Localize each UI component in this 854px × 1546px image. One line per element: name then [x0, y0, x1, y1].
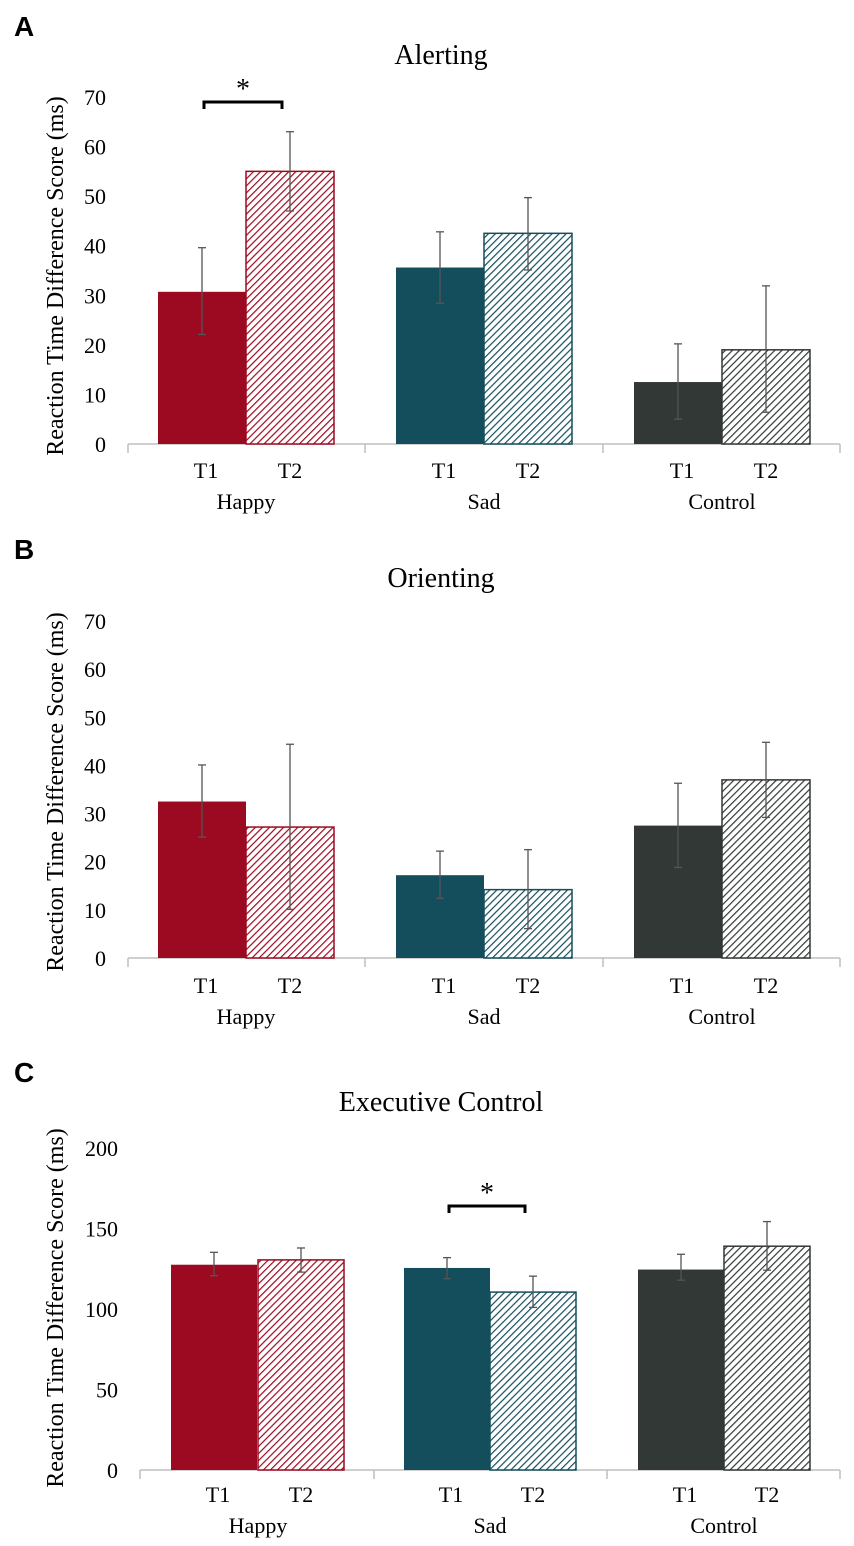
error-bar [286, 131, 294, 212]
error-bar [674, 782, 682, 869]
error-bar [436, 231, 444, 304]
error-bar [198, 764, 206, 838]
chart-title: Orienting [387, 563, 494, 594]
y-tick-label: 60 [84, 135, 106, 160]
group-label: Sad [468, 489, 501, 514]
significance-star: * [480, 1178, 494, 1209]
error-bar [524, 196, 532, 271]
x-tick-label: T1 [439, 1482, 463, 1507]
panel-letter: B [14, 534, 34, 565]
group-label: Sad [468, 1004, 501, 1029]
error-bar [524, 849, 532, 930]
x-tick-label: T1 [432, 973, 456, 998]
error-bar [210, 1251, 218, 1277]
error-bar [529, 1275, 537, 1309]
x-tick-label: T2 [754, 458, 778, 483]
bar-sad-t1 [404, 1267, 490, 1470]
x-tick-label: T2 [516, 458, 540, 483]
y-tick-label: 50 [84, 184, 106, 209]
x-tick-label: T1 [194, 973, 218, 998]
x-tick-label: T1 [194, 458, 218, 483]
bar-sad-t2 [489, 1291, 577, 1471]
group-label: Happy [217, 1004, 276, 1029]
y-tick-label: 70 [84, 85, 106, 110]
y-tick-label: 10 [84, 898, 106, 923]
y-tick-label: 30 [84, 802, 106, 827]
error-bar [286, 743, 294, 911]
bracket-line [447, 1204, 527, 1213]
x-tick-label: T1 [432, 458, 456, 483]
error-bar [436, 850, 444, 899]
panel-c-executive-control: C Executive Control Reaction Time Differ… [14, 1057, 841, 1538]
panel-letter: C [14, 1057, 34, 1088]
x-tick-label: T1 [673, 1482, 697, 1507]
error-bar [763, 1220, 771, 1271]
bar-happy-t2 [245, 170, 335, 445]
y-tick-label: 70 [84, 609, 106, 634]
y-axis-label: Reaction Time Difference Score (ms) [43, 612, 69, 971]
y-tick-label: 20 [84, 850, 106, 875]
bar-happy-t1 [171, 1264, 257, 1470]
x-tick-label: T2 [289, 1482, 313, 1507]
significance-bracket: * [447, 1178, 527, 1213]
group-label: Control [690, 1513, 757, 1538]
x-tick-label: T2 [516, 973, 540, 998]
x-tick-label: T2 [278, 973, 302, 998]
group-label: Sad [474, 1513, 507, 1538]
group-label: Control [688, 489, 755, 514]
error-bar [674, 343, 682, 420]
error-bar [677, 1253, 685, 1281]
chart-title: Alerting [394, 40, 487, 71]
bracket-line [202, 100, 284, 109]
x-tick-label: T1 [206, 1482, 230, 1507]
error-bar [762, 741, 770, 819]
group-label: Happy [217, 489, 276, 514]
chart-title: Executive Control [339, 1087, 544, 1118]
error-bar [762, 285, 770, 413]
y-axis-label: Reaction Time Difference Score (ms) [43, 1128, 69, 1487]
bar-happy-t2 [257, 1259, 345, 1471]
y-tick-label: 50 [84, 705, 106, 730]
group-label: Happy [229, 1513, 288, 1538]
y-tick-label: 100 [85, 1297, 118, 1322]
y-tick-label: 50 [96, 1378, 118, 1403]
y-tick-label: 0 [107, 1458, 118, 1483]
error-bar [443, 1256, 451, 1280]
x-tick-label: T2 [754, 973, 778, 998]
panel-letter: A [14, 11, 34, 42]
x-tick-label: T2 [521, 1482, 545, 1507]
x-tick-label: T2 [755, 1482, 779, 1507]
x-tick-label: T2 [278, 458, 302, 483]
significance-star: * [236, 74, 250, 105]
error-bar [297, 1247, 305, 1273]
significance-bracket: * [202, 74, 284, 109]
y-axis-label: Reaction Time Difference Score (ms) [43, 96, 69, 455]
y-tick-label: 20 [84, 333, 106, 358]
error-bar [198, 247, 206, 336]
y-tick-label: 10 [84, 382, 106, 407]
y-tick-label: 60 [84, 657, 106, 682]
y-tick-label: 40 [84, 234, 106, 259]
y-tick-label: 150 [85, 1217, 118, 1242]
y-tick-label: 30 [84, 283, 106, 308]
panel-a-alerting: A Alerting Reaction Time Difference Scor… [14, 11, 841, 514]
group-label: Control [688, 1004, 755, 1029]
panel-b-orienting: B Orienting Reaction Time Difference Sco… [14, 534, 841, 1029]
bar-control-t2 [723, 1245, 811, 1471]
y-tick-label: 0 [95, 432, 106, 457]
y-tick-label: 40 [84, 753, 106, 778]
bar-control-t1 [638, 1269, 724, 1470]
y-tick-label: 0 [95, 946, 106, 971]
y-tick-label: 200 [85, 1136, 118, 1161]
x-tick-label: T1 [670, 973, 694, 998]
x-tick-label: T1 [670, 458, 694, 483]
